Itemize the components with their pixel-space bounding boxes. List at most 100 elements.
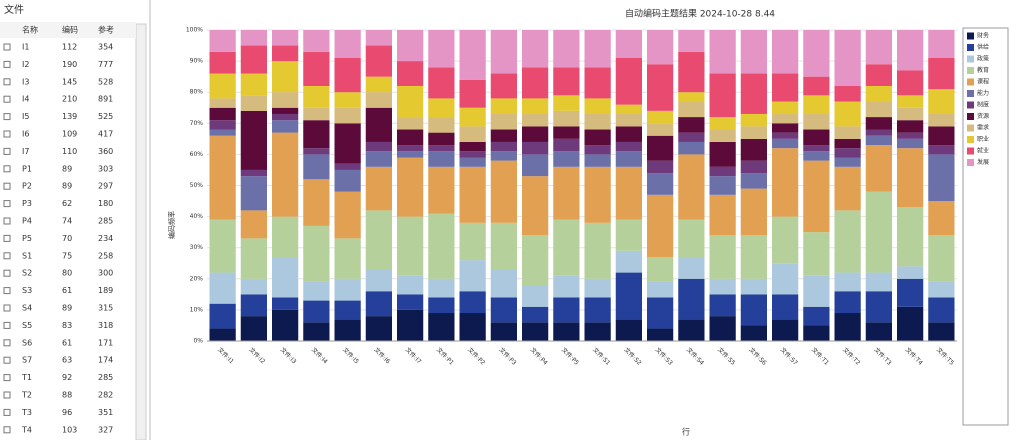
table-cell: 285 [98,217,113,226]
bar-segment [740,73,767,114]
bar-segment [428,145,455,152]
bar-segment [678,257,705,279]
bar-segment [647,194,674,258]
bar-segment [803,76,830,96]
table-cell: 89 [62,304,72,313]
row-icon [3,113,11,121]
bar-segment [272,45,299,62]
bar-segment [397,275,424,295]
legend-swatch [967,159,974,166]
table-header-cell: 参考 [98,25,114,35]
bar-segment [834,157,861,167]
bar-segment [428,297,455,314]
bar-segment [740,113,767,127]
bar-segment [740,126,767,139]
bar-segment [272,107,299,114]
table-cell: T1 [21,373,32,382]
bar-segment [334,300,361,320]
table-cell: P5 [22,234,32,243]
bar-segment [709,129,736,142]
bar-segment [459,313,486,341]
table-cell: 315 [98,304,113,313]
legend-label: 需求 [977,124,989,132]
bar-segment [897,120,924,133]
y-axis-label: 编码频率 [167,211,176,239]
row-icon [3,217,11,225]
bar-segment [522,176,549,236]
table-cell: 297 [98,182,113,191]
table-cell: P1 [22,164,32,173]
bar-segment [897,207,924,267]
bar-segment [428,166,455,214]
bar-segment [897,278,924,307]
bar-segment [397,85,424,118]
table-cell: 89 [62,164,72,173]
legend-swatch [967,78,974,86]
table-cell: 74 [62,217,72,226]
bar-segment [928,30,955,58]
bar-segment [522,235,549,286]
bar-segment [459,79,486,108]
bar-segment [428,30,455,68]
bar-segment [897,107,924,121]
bar-segment [897,30,924,71]
row-icon [3,165,11,173]
bar-segment [647,281,674,298]
legend-box [962,27,1009,426]
bar-segment [772,263,799,295]
bar-segment [553,151,580,167]
scrollbar[interactable] [135,23,147,440]
bar-segment [772,216,799,264]
bar-segment [522,306,549,323]
bar-segment [709,316,736,341]
bar-segment [928,89,955,114]
legend-swatch [967,44,974,51]
table-cell: S2 [22,269,32,278]
bar-segment [678,141,705,155]
bar-segment [647,173,674,195]
bar-segment [647,30,674,65]
table-cell: 112 [62,43,77,52]
bar-segment [490,98,517,114]
legend-swatch [967,147,974,155]
bar-segment [834,272,861,292]
legend-label: 课程 [977,78,989,86]
y-tick-label: 30% [190,244,204,251]
bar-segment [303,51,330,86]
bar-segment [803,145,830,152]
legend-label: 资源 [977,112,989,120]
bar-segment [772,138,799,149]
bar-segment [272,120,299,133]
bar-segment [522,322,549,341]
bar-segment [865,30,892,65]
row-icon [3,78,11,86]
bar-segment [865,272,892,292]
bar-segment [709,117,736,130]
bar-segment [740,30,767,74]
bar-segment [584,166,611,223]
bar-segment [928,126,955,146]
x-tick-label: 文件:P2 [466,346,487,367]
bar-segment [834,313,861,341]
bar-segment [865,129,892,136]
bar-segment [772,30,799,74]
x-tick-label: 文件:S7 [779,346,800,367]
bar-segment [647,257,674,282]
bar-segment [240,73,267,96]
bar-segment [834,148,861,158]
bar-segment [209,135,236,220]
bar-segment [428,98,455,118]
bar-segment [209,107,236,121]
y-tick-label: 40% [190,213,204,220]
bar-segment [772,148,799,217]
bar-segment [303,300,330,323]
bar-segment [397,145,424,152]
bar-segment [365,291,392,317]
bar-segment [334,107,361,124]
bar-segment [740,138,767,161]
bar-segment [615,57,642,105]
bar-segment [303,225,330,282]
bar-segment [772,319,799,341]
legend-label: 政策 [977,55,989,63]
table-cell: 139 [62,112,77,121]
